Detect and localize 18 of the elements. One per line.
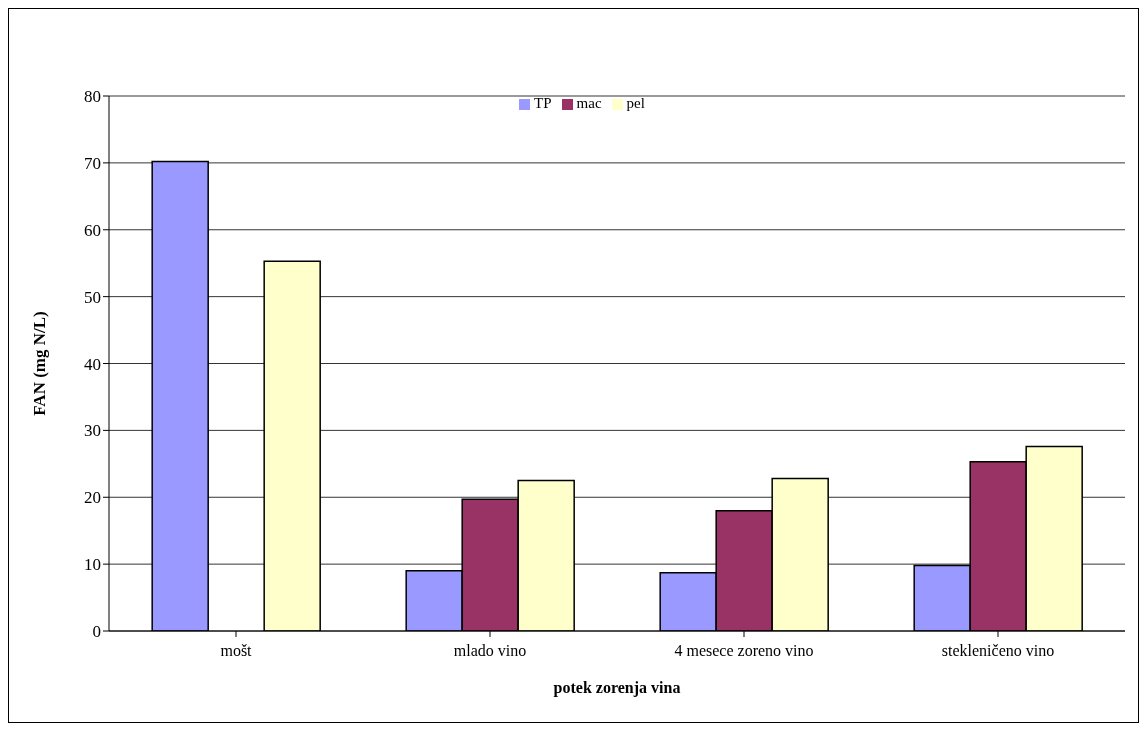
y-tick-label: 40: [84, 354, 101, 374]
y-tick-label: 20: [84, 488, 101, 508]
y-tick-label: 70: [84, 153, 101, 173]
x-tick-label: 4 mesece zoreno vino: [674, 642, 814, 660]
y-tick-label: 80: [84, 87, 101, 107]
x-tick-label: mlado vino: [453, 642, 527, 660]
x-axis-title: potek zorenja vina: [553, 679, 681, 697]
x-tick-label: stekleničeno vino: [941, 642, 1055, 660]
y-tick-label: 0: [92, 622, 101, 642]
legend-label: pel: [626, 95, 645, 111]
legend-label: TP: [534, 95, 552, 111]
x-tick-label: mošt: [220, 642, 253, 660]
y-tick-label: 50: [84, 287, 101, 307]
y-tick-label: 10: [84, 555, 101, 575]
y-tick-label: 30: [84, 421, 101, 441]
y-axis-title: FAN (mg N/L): [30, 311, 50, 416]
legend-label: mac: [576, 95, 602, 111]
y-tick-label: 60: [84, 220, 101, 240]
